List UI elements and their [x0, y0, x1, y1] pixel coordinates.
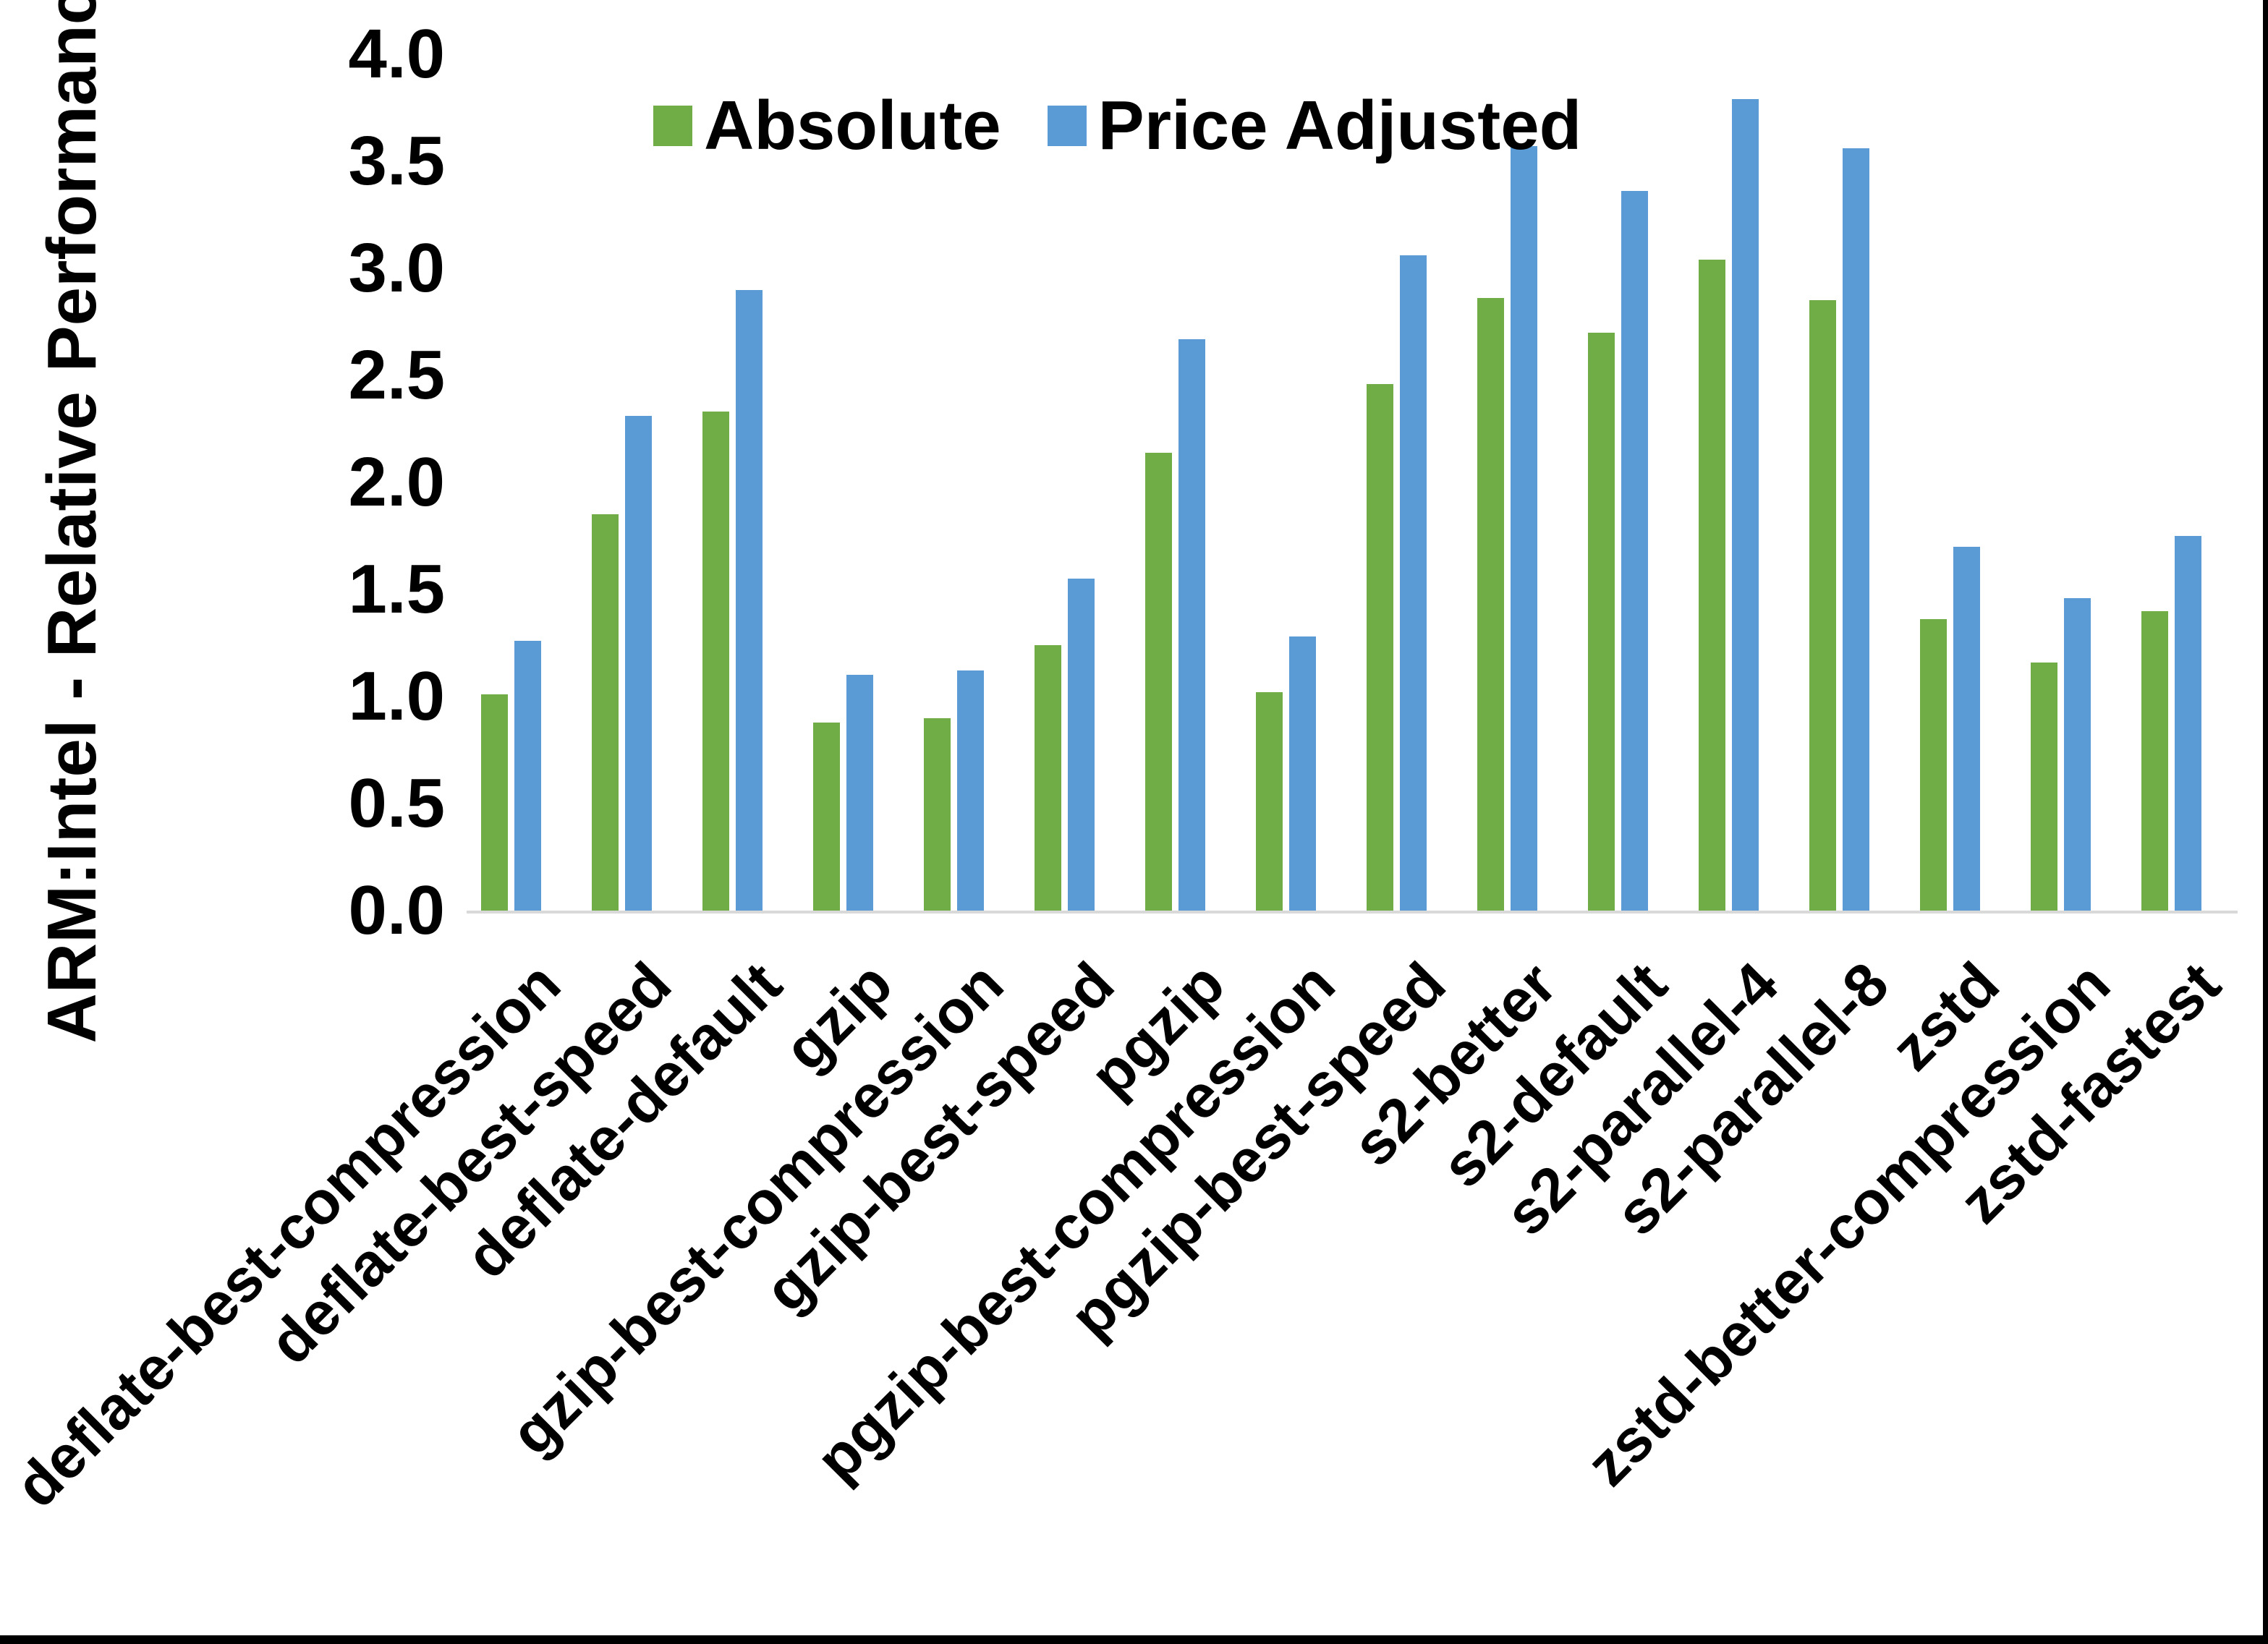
bar-absolute-s2-default	[1588, 332, 1615, 911]
bar-absolute-pgzip	[1145, 452, 1172, 911]
bar-absolute-zstd	[1920, 619, 1947, 911]
bar-absolute-pgzip-best-speed	[1367, 383, 1393, 911]
bar-absolute-deflate-default	[702, 412, 729, 911]
bar-absolute-s2-parallel-8	[1809, 300, 1836, 911]
legend-entry-price-adjusted: Price Adjusted	[1047, 87, 1582, 164]
bar-absolute-gzip-best-compression	[924, 717, 951, 911]
legend: Absolute Price Adjusted	[653, 91, 1581, 161]
legend-label: Absolute	[704, 87, 1001, 164]
y-tick-label: 1.0	[348, 657, 445, 735]
bar-absolute-gzip	[813, 722, 840, 911]
bar-price-adjusted-pgzip	[1178, 338, 1205, 911]
bar-price-adjusted-pgzip-best-compression	[1289, 636, 1316, 911]
bar-price-adjusted-gzip	[846, 675, 873, 911]
bar-absolute-deflate-best-speed	[592, 514, 619, 911]
bar-price-adjusted-s2-default	[1621, 191, 1648, 911]
legend-swatch-icon	[1047, 106, 1087, 146]
bar-price-adjusted-s2-parallel-8	[1843, 148, 1869, 911]
bar-absolute-zstd-better-compression	[2031, 662, 2057, 911]
bar-absolute-s2-parallel-4	[1699, 260, 1725, 911]
y-tick-label: 2.5	[348, 336, 445, 414]
x-axis-line	[467, 911, 2238, 913]
bar-price-adjusted-zstd-better-compression	[2064, 597, 2091, 911]
bar-price-adjusted-zstd	[1953, 546, 1980, 911]
y-tick-label: 3.5	[348, 122, 445, 200]
legend-swatch-icon	[653, 106, 692, 146]
bar-price-adjusted-gzip-best-compression	[957, 670, 984, 911]
y-tick-label: 3.0	[348, 229, 445, 307]
bar-price-adjusted-deflate-default	[736, 289, 763, 911]
y-tick-label: 2.0	[348, 443, 445, 521]
y-tick-label: 4.0	[348, 15, 445, 93]
bar-absolute-pgzip-best-compression	[1256, 692, 1283, 911]
bar-price-adjusted-s2-parallel-4	[1732, 99, 1759, 911]
bar-absolute-zstd-fastest	[2141, 610, 2168, 911]
bar-absolute-s2-better	[1477, 298, 1504, 911]
y-tick-label: 0.5	[348, 764, 445, 842]
bar-price-adjusted-zstd-fastest	[2175, 536, 2201, 911]
legend-label: Price Adjusted	[1097, 87, 1582, 164]
y-tick-label: 1.5	[348, 550, 445, 628]
y-axis-title: ARM:Intel - Relative Performance	[33, 0, 111, 1044]
bar-price-adjusted-deflate-best-compression	[514, 641, 541, 911]
bar-absolute-gzip-best-speed	[1035, 644, 1061, 911]
bar-price-adjusted-deflate-best-speed	[625, 416, 652, 911]
bar-price-adjusted-gzip-best-speed	[1068, 579, 1095, 911]
legend-entry-absolute: Absolute	[653, 91, 1001, 161]
bar-price-adjusted-s2-better	[1511, 146, 1537, 911]
bar-absolute-deflate-best-compression	[481, 694, 508, 911]
bar-price-adjusted-pgzip-best-speed	[1400, 255, 1427, 911]
y-tick-label: 0.0	[348, 872, 445, 949]
